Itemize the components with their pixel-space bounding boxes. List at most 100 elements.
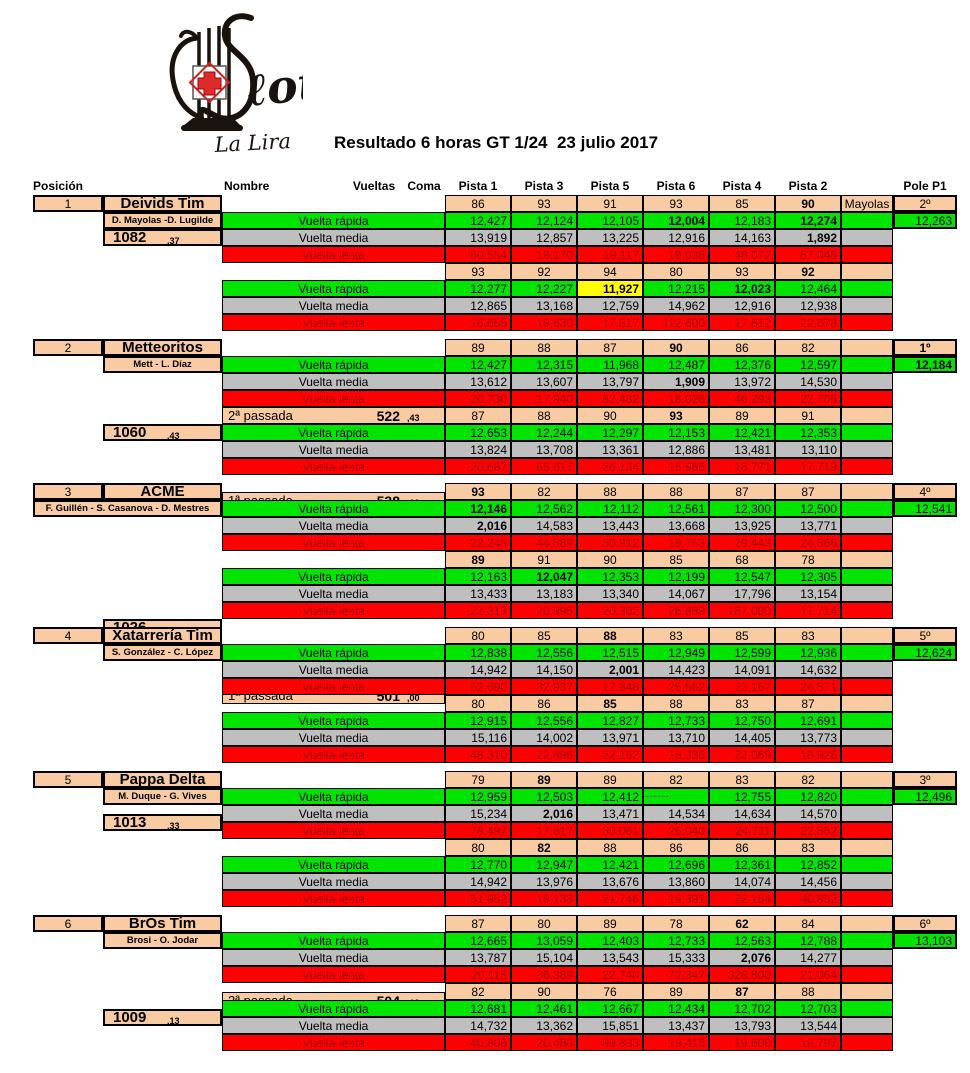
fast-lap-cell: 12,244 xyxy=(511,424,577,441)
lap-count-cell: 86 xyxy=(643,839,709,856)
mid-lap-cell: 1,909 xyxy=(643,373,709,390)
lap-count-cell: 88 xyxy=(577,839,643,856)
fast-lap-cell: 12,702 xyxy=(709,1000,775,1017)
team-total-laps: 1082 ,37 xyxy=(103,229,222,246)
mid-lap-cell: 14,405 xyxy=(709,729,775,746)
lap-count-cell: 62 xyxy=(709,915,775,932)
extra-note-cell xyxy=(841,1000,893,1017)
fast-lap-cell: 12,820 xyxy=(775,788,841,805)
lap-count-cell: 78 xyxy=(775,551,841,568)
slow-lap-cell: 26,134 xyxy=(577,458,643,475)
mid-lap-cell: 15,333 xyxy=(643,949,709,966)
lap-count-cell: 86 xyxy=(709,839,775,856)
extra-note-cell xyxy=(841,373,893,390)
slow-lap-cell: 99,833 xyxy=(577,1034,643,1051)
col-header-pista: Pista 3 xyxy=(524,178,564,193)
mid-lap-row-label: Vuelta media xyxy=(222,805,445,822)
mid-lap-cell: 13,976 xyxy=(511,873,577,890)
mid-lap-cell: 13,972 xyxy=(709,373,775,390)
fast-lap-cell: 12,547 xyxy=(709,568,775,585)
fast-lap-row-label: Vuelta rápida xyxy=(222,280,445,297)
mid-lap-cell: 13,925 xyxy=(709,517,775,534)
total-laps-value: 1013 xyxy=(113,814,147,831)
slow-lap-cell: 19,416 xyxy=(643,1034,709,1051)
slow-lap-cell: 52,690 xyxy=(445,678,511,695)
slow-lap-cell: 20,115 xyxy=(445,966,511,983)
slow-lap-cell: 19,600 xyxy=(709,1034,775,1051)
slow-lap-cell: 46,293 xyxy=(709,390,775,407)
slow-lap-cell: 22,678 xyxy=(775,314,841,331)
mid-lap-cell: 17,796 xyxy=(709,585,775,602)
extra-note-cell xyxy=(841,695,893,712)
fast-lap-cell: 12,112 xyxy=(577,500,643,517)
lap-count-cell: 90 xyxy=(511,983,577,1000)
fast-lap-cell: 12,047 xyxy=(511,568,577,585)
slow-lap-row-label: Vuelta lenta xyxy=(222,534,445,551)
slow-lap-cell: 18,771 xyxy=(709,458,775,475)
pole-rank-cell: 3º xyxy=(893,771,957,788)
team-total-laps: 1060 ,43 xyxy=(103,424,222,441)
mid-lap-cell: 13,168 xyxy=(511,297,577,314)
slow-lap-cell: 22,552 xyxy=(775,822,841,839)
position-cell: 5 xyxy=(33,771,103,788)
lap-count-cell: 93 xyxy=(643,407,709,424)
fast-lap-cell: 12,556 xyxy=(511,644,577,661)
col-header-pista: Pista 5 xyxy=(590,178,630,193)
mid-lap-cell: 1,892 xyxy=(775,229,841,246)
col-header-pista: Pista 2 xyxy=(788,178,828,193)
extra-note-cell xyxy=(841,949,893,966)
slow-lap-cell: 72,347 xyxy=(643,966,709,983)
mid-lap-cell: 13,340 xyxy=(577,585,643,602)
extra-note-cell xyxy=(841,805,893,822)
pole-rank-cell: 2º xyxy=(893,195,957,212)
mid-lap-cell: 13,471 xyxy=(577,805,643,822)
lap-count-cell: 93 xyxy=(445,263,511,280)
slow-lap-cell: 22,152 xyxy=(577,746,643,763)
extra-note-cell xyxy=(841,627,893,644)
slow-lap-cell: 22,740 xyxy=(577,966,643,983)
slow-lap-cell: 78,497 xyxy=(445,822,511,839)
col-header-vueltas: Vueltas xyxy=(352,178,396,193)
slow-lap-cell: 20,687 xyxy=(445,458,511,475)
fast-lap-cell: 12,838 xyxy=(445,644,511,661)
lap-count-cell: 80 xyxy=(445,627,511,644)
fast-lap-cell: 12,556 xyxy=(511,712,577,729)
team-drivers: Brosi - O. Jodar xyxy=(103,932,222,949)
lap-count-cell: 88 xyxy=(643,695,709,712)
svg-text:ℓot: ℓot xyxy=(245,56,303,117)
lap-count-cell: 92 xyxy=(775,263,841,280)
extra-note-cell xyxy=(841,534,893,551)
slow-lap-cell: 21,064 xyxy=(775,966,841,983)
slow-lap-cell: 21,746 xyxy=(577,890,643,907)
fast-lap-cell: 12,403 xyxy=(577,932,643,949)
mid-lap-row-label: Vuelta media xyxy=(222,441,445,458)
mid-lap-cell: 14,942 xyxy=(445,661,511,678)
pole-time-cell: 12,263 xyxy=(893,212,957,229)
lap-count-cell: 87 xyxy=(445,407,511,424)
fast-lap-cell: 12,023 xyxy=(709,280,775,297)
mid-lap-cell: 13,362 xyxy=(511,1017,577,1034)
lap-count-cell: 89 xyxy=(577,915,643,932)
mid-lap-cell: 14,163 xyxy=(709,229,775,246)
lap-count-cell: 88 xyxy=(775,983,841,1000)
lap-count-cell: 85 xyxy=(709,195,775,212)
mid-lap-cell: 13,433 xyxy=(445,585,511,602)
lap-count-cell: 88 xyxy=(511,339,577,356)
slow-lap-cell: 22,069 xyxy=(709,746,775,763)
fast-lap-row-label: Vuelta rápida xyxy=(222,644,445,661)
slow-lap-cell: 16,655 xyxy=(445,314,511,331)
lap-count-cell: 83 xyxy=(709,771,775,788)
mid-lap-cell: 12,857 xyxy=(511,229,577,246)
mid-lap-cell: 14,632 xyxy=(775,661,841,678)
mid-lap-cell: 13,612 xyxy=(445,373,511,390)
fast-lap-cell: 12,599 xyxy=(709,644,775,661)
pole-rank-cell: 6º xyxy=(893,915,957,932)
slow-lap-cell: 19,038 xyxy=(643,246,709,263)
mid-lap-cell: 13,443 xyxy=(577,517,643,534)
extra-note-cell xyxy=(841,390,893,407)
extra-note-cell xyxy=(841,500,893,517)
lap-count-cell: 94 xyxy=(577,263,643,280)
slow-lap-cell: 29,443 xyxy=(709,534,775,551)
fast-lap-cell: 12,653 xyxy=(445,424,511,441)
lap-count-cell: 88 xyxy=(643,483,709,500)
